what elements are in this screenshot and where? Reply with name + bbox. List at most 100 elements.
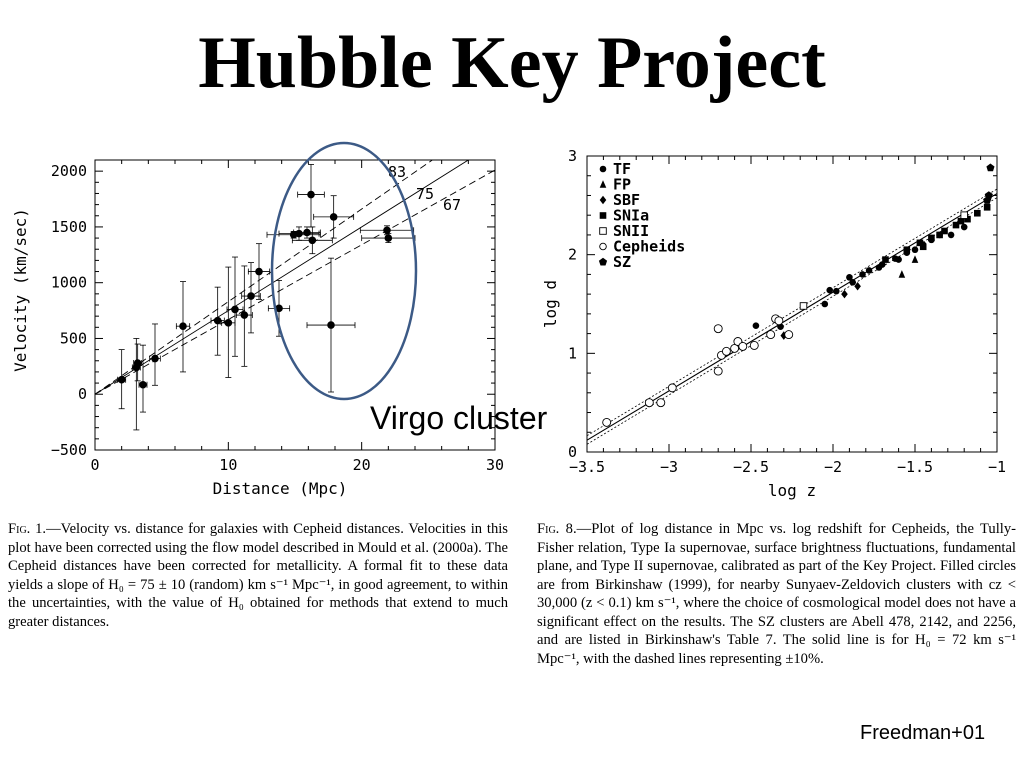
x-tick-label: −2 [824,458,842,476]
data-point [306,257,356,393]
caption-right-text: Plot of log distance in Mpc vs. log reds… [537,521,1016,667]
point-snia [903,246,911,254]
data-marker [255,267,263,276]
y-axis-label: log d [541,280,560,328]
point-tf [947,231,955,239]
fit-line-75 [95,160,470,395]
point-snia [919,243,927,251]
data-marker [117,375,126,384]
point-tf [911,246,919,254]
legend-marker-snii [599,227,607,235]
point-sbf [841,289,848,299]
virgo-cluster-annotation: Virgo cluster [370,400,548,436]
y-tick-label: 2000 [51,162,87,180]
point-cepheids [766,330,776,340]
point-snia [964,215,971,223]
point-fp [898,270,906,278]
data-marker [295,229,303,238]
data-point [235,265,253,367]
x-tick-label: −2.5 [733,458,769,476]
data-marker [384,234,393,242]
data-point [313,195,355,239]
point-snia [882,256,889,263]
data-point [241,262,261,334]
data-point [361,233,416,243]
data-point [175,281,191,373]
fit-line-label: 67 [443,196,461,214]
data-point [226,256,244,357]
point-cepheids [713,324,723,334]
point-tf [960,223,968,231]
x-axis-label: Distance (Mpc) [213,479,348,498]
data-point [138,344,148,413]
legend-marker-sz [598,257,608,266]
data-marker [247,292,255,300]
point-cepheids [602,417,612,427]
y-tick-label: 0 [568,443,577,461]
virgo-ellipse [270,141,418,401]
slide-title: Hubble Key Project [198,22,826,104]
point-tf [832,287,840,295]
caption-left: Fig. 1.—Velocity vs. distance for galaxi… [8,521,508,630]
point-tf [821,300,829,308]
y-tick-label: 1500 [51,218,87,236]
data-marker [139,380,147,389]
point-cepheids [784,330,794,340]
point-snii [960,211,968,219]
point-cepheids [656,398,666,408]
x-tick-label: −3.5 [569,458,605,476]
citation: Freedman+01 [860,722,986,744]
x-tick-label: 0 [90,456,99,474]
caption-right-label: Fig. 8. [537,521,577,537]
legend-label-snia: SNIa [613,207,649,225]
data-marker [327,321,335,329]
point-snii [799,302,808,310]
y-tick-label: 2 [568,246,577,264]
data-point [117,349,127,410]
data-point [247,243,271,300]
legend-label-sz: SZ [613,253,631,271]
x-tick-label: −1.5 [897,458,933,476]
point-tf [846,274,853,281]
point-snia [983,204,991,211]
data-point [210,286,225,356]
data-marker [213,316,222,325]
data-marker [179,322,187,330]
y-tick-label: −500 [51,441,87,459]
data-marker [329,213,338,221]
point-sz [986,163,995,172]
point-cepheids [721,346,731,356]
x-tick-label: 10 [219,456,237,474]
point-cepheids [749,340,759,350]
point-sbf [854,281,861,291]
point-tf [892,255,899,262]
fit-line-label: 75 [416,185,434,203]
data-point [221,266,236,378]
y-tick-label: 1000 [51,274,87,292]
data-point [149,323,161,386]
point-tf [849,278,856,286]
point-snia [916,239,924,247]
legend-marker-snia [599,212,607,219]
data-marker [240,311,249,319]
point-cepheids [667,383,677,393]
point-snia [936,231,943,239]
point-snia [928,234,935,242]
caption-left-text: Velocity vs. distance for galaxies with … [8,521,508,630]
legend-marker-fp [599,180,607,188]
legend-label-fp: FP [613,176,631,194]
data-point [133,343,143,382]
point-sz [983,196,992,204]
x-tick-label: 30 [486,456,504,474]
data-marker [231,305,239,314]
data-marker [308,236,317,245]
x-tick-label: −1 [988,458,1006,476]
data-marker [383,226,391,235]
point-cepheids [644,398,654,408]
point-snia [957,217,965,225]
caption-left-label: Fig. 1. [8,521,47,537]
point-cepheids [713,366,723,376]
data-point [297,164,325,228]
point-snia [974,209,981,217]
